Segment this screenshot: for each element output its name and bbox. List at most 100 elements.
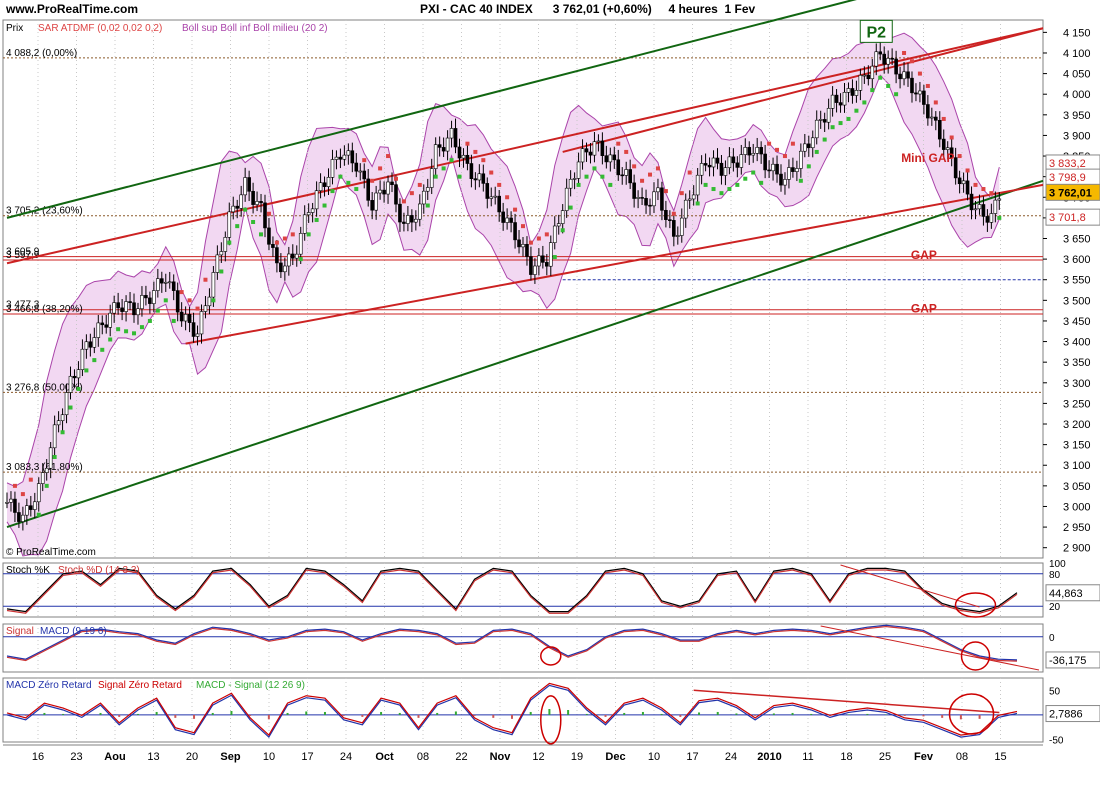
stoch-y-tick: 20 [1049,602,1061,613]
sar-dot-up [124,329,129,334]
x-tick-label: Nov [490,751,512,763]
candle-body [858,75,863,91]
sar-dot-down [648,172,653,177]
candle-body [120,307,124,312]
candle-body [652,191,656,207]
candle-body [44,467,49,473]
candle-body [799,150,803,169]
sar-dot-down [925,83,930,88]
candle-body [687,198,692,201]
candle-body [989,213,994,223]
sar-dot-down [497,182,502,187]
candle-body [235,205,240,209]
sar-dot-up [259,232,264,237]
sar-dot-up [695,201,700,206]
candle-body [477,173,482,181]
sar-dot-up [806,164,811,169]
y-tick-label: 3 200 [1063,419,1091,431]
candle-body [552,225,557,243]
sar-dot-up [132,331,137,336]
sar-dot-down [481,158,486,163]
candle-body [183,314,188,322]
zl-legend-macd: MACD Zéro Retard [6,680,92,691]
x-tick-label: 24 [725,751,737,763]
y-tick-label: 4 150 [1063,27,1091,39]
candle-body [21,514,25,522]
zl-last-label: 2,7886 [1049,709,1083,721]
candle-body [838,102,843,106]
sar-dot-down [282,236,287,241]
candle-body [108,312,112,328]
candle-body [136,308,140,316]
sar-dot-up [798,178,803,183]
candle-body [199,311,204,335]
candle-body [390,181,394,186]
sar-dot-up [314,217,319,222]
candle-body [40,472,45,484]
candle-body [894,58,898,75]
candle-body [461,154,466,159]
fib-level-label: 3 605,9 [6,247,40,258]
candle-body [731,156,736,164]
fib-level-label: 3 083,3 (61,80%) [6,462,83,473]
macd-legend-signal: Signal [6,626,34,637]
sar-dot-down [521,224,525,229]
candle-body [271,243,275,248]
candle-body [759,147,763,155]
sar-dot-down [195,306,200,311]
candle-body [628,169,632,184]
candle-body [846,88,851,93]
fib-level-label: 3 597,9 [6,250,40,261]
gap-annotation: Mini GAP [901,151,954,165]
x-tick-label: 13 [147,751,159,763]
candle-body [501,211,505,223]
candle-body [949,147,954,158]
gap-annotation: GAP [911,248,937,262]
candle-body [417,203,422,220]
candle-body [548,242,553,267]
y-tick-label: 3 500 [1063,295,1091,307]
candle-body [330,159,335,178]
candle-body [644,198,648,206]
candle-body [152,290,156,304]
stoch-y-tick: 100 [1049,559,1066,570]
candle-body [580,148,585,163]
candle-body [457,146,462,159]
last-price-label: 3 762,01 (+0,60%) [552,2,652,16]
candle-body [5,502,9,504]
candle-body [469,163,474,179]
candle-body [568,178,573,189]
sar-dot-up [441,166,446,171]
sar-dot-down [465,141,470,146]
sar-dot-up [52,454,57,459]
candle-body [215,254,220,273]
candle-body [378,189,382,194]
candle-body [116,302,120,309]
price-ylabel: Prix [6,23,23,34]
macd-line [6,624,1018,661]
candle-body [743,147,748,155]
candle-body [326,177,331,187]
candle-body [878,51,883,55]
y-tick-label: 3 400 [1063,337,1091,349]
fib-level-label: 3 705,2 (23,60%) [6,206,83,217]
candle-body [834,94,839,103]
zl-y-tick: -50 [1049,736,1064,747]
candle-body [394,184,398,205]
right-price-label: 3 701,8 [1049,212,1086,224]
legend-bollinger: Boll sup Boll inf Boll milieu (20 2) [182,23,328,34]
y-tick-label: 3 300 [1063,378,1091,390]
candle-body [898,73,902,80]
candle-body [620,174,625,177]
candle-body [707,164,712,168]
zl-signal-line [6,682,1018,737]
candle-body [259,201,263,204]
candle-body [664,209,668,220]
candle-body [584,148,589,153]
sar-dot-up [36,512,41,517]
candle-body [656,187,660,193]
candle-body [290,253,295,259]
candle-body [298,233,303,255]
stoch-circle [954,592,997,618]
